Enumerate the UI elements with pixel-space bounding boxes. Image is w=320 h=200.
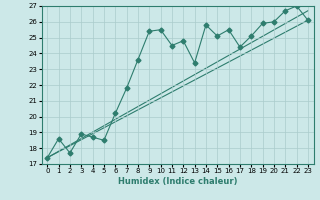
X-axis label: Humidex (Indice chaleur): Humidex (Indice chaleur) — [118, 177, 237, 186]
